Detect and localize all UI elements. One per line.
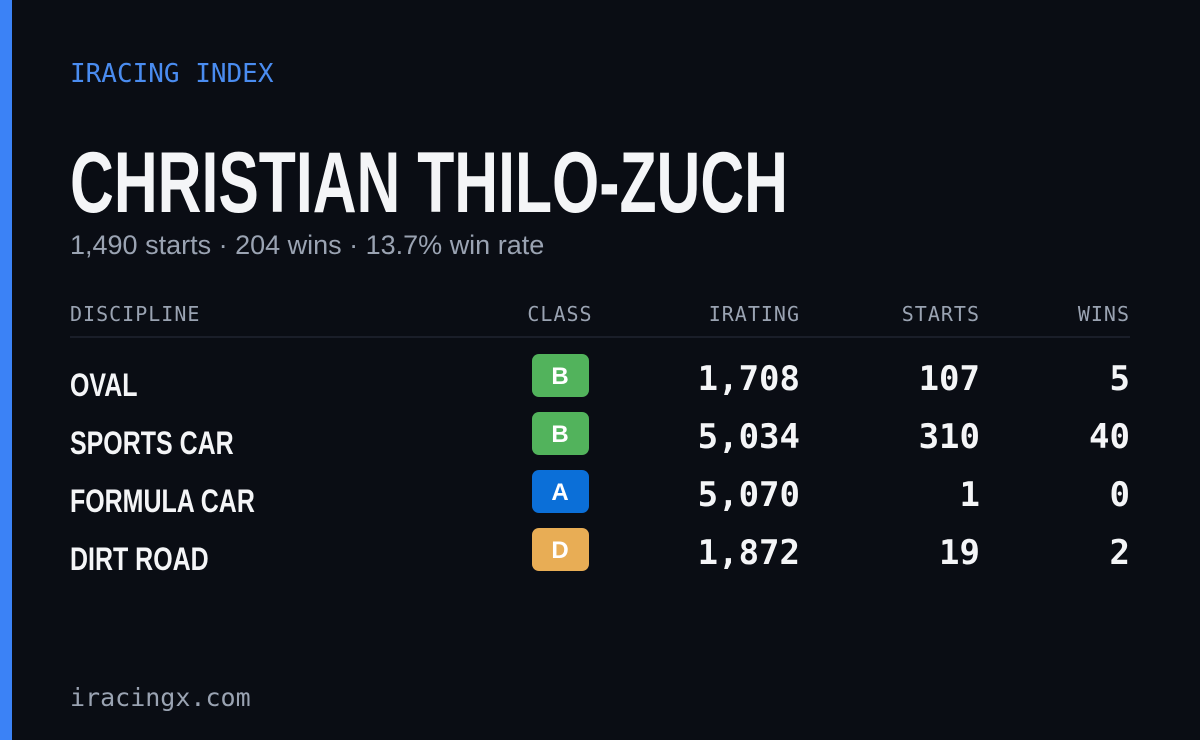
wins: 5 xyxy=(1110,359,1130,399)
starts: 310 xyxy=(919,417,980,457)
class-letter: B xyxy=(551,421,568,448)
starts: 107 xyxy=(919,359,980,399)
class-badge xyxy=(532,470,589,513)
player-name: CHRISTIAN THILO-ZUCH xyxy=(70,135,788,231)
class-letter: A xyxy=(551,479,568,506)
class-badge xyxy=(532,354,589,397)
column-header: CLASS xyxy=(527,302,592,326)
brand: IRACING INDEX xyxy=(70,59,274,89)
irating: 1,872 xyxy=(698,533,800,573)
class-letter: B xyxy=(551,363,568,390)
summary: 1,490 starts · 204 wins · 13.7% win rate xyxy=(70,230,544,260)
wins: 0 xyxy=(1110,475,1130,515)
wins: 40 xyxy=(1089,417,1130,457)
accent-bar xyxy=(0,0,12,740)
starts: 1 xyxy=(960,475,980,515)
column-header: IRATING xyxy=(709,302,800,326)
class-badge xyxy=(532,528,589,571)
class-letter: D xyxy=(551,537,568,564)
irating: 5,034 xyxy=(698,417,800,457)
discipline: DIRT ROAD xyxy=(70,541,209,577)
class-badge xyxy=(532,412,589,455)
column-header: DISCIPLINE xyxy=(70,302,200,326)
starts: 19 xyxy=(939,533,980,573)
discipline: SPORTS CAR xyxy=(70,425,234,461)
discipline: OVAL xyxy=(70,367,137,403)
column-header: STARTS xyxy=(902,302,980,326)
wins: 2 xyxy=(1110,533,1130,573)
discipline: FORMULA CAR xyxy=(70,483,255,519)
irating: 5,070 xyxy=(698,475,800,515)
footer-site: iracingx.com xyxy=(70,683,251,712)
column-header: WINS xyxy=(1078,302,1130,326)
irating: 1,708 xyxy=(698,359,800,399)
